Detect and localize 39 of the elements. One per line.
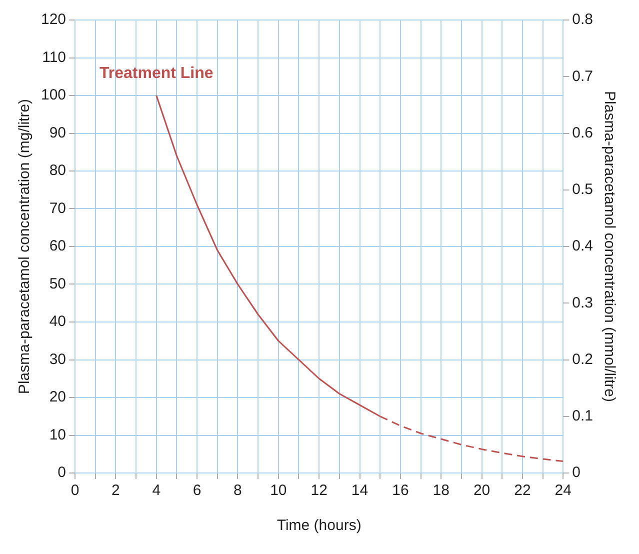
x-tick-label: 16 bbox=[392, 482, 409, 500]
x-tick-label: 10 bbox=[270, 482, 287, 500]
y-tick-label: 120 bbox=[40, 11, 66, 28]
x-tick-label: 18 bbox=[432, 482, 450, 500]
x-tick-label: 20 bbox=[473, 482, 490, 500]
y2-tick-label: 0.5 bbox=[572, 181, 594, 198]
y-tick-label: 70 bbox=[49, 200, 66, 217]
x-tick-label: 4 bbox=[152, 482, 161, 500]
y-tick-label: 100 bbox=[40, 86, 66, 104]
y-tick-label: 50 bbox=[49, 275, 66, 292]
annotation: Treatment Line bbox=[99, 64, 214, 82]
y-tick-label: 10 bbox=[49, 426, 66, 444]
y2-axis-title: Plasma-paracetamol concentration (mmol/litre) bbox=[600, 91, 618, 402]
x-tick-label: 0 bbox=[70, 482, 80, 500]
y-tick-label: 20 bbox=[49, 388, 66, 406]
x-tick-label: 22 bbox=[514, 482, 531, 500]
y2-tick-label: 0 bbox=[572, 464, 580, 482]
y2-tick-label: 0.2 bbox=[572, 350, 594, 368]
y2-tick-label: 0.3 bbox=[572, 294, 594, 312]
y2-tick-label: 0.7 bbox=[572, 68, 594, 85]
y-tick-label: 40 bbox=[49, 313, 66, 330]
y2-tick-label: 0.1 bbox=[572, 408, 594, 425]
y2-tick-label: 0.4 bbox=[572, 238, 594, 255]
x-tick-label: 2 bbox=[112, 482, 120, 500]
x-tick-label: 12 bbox=[310, 482, 328, 500]
y-tick-label: 110 bbox=[42, 48, 66, 66]
x-tick-label: 14 bbox=[351, 482, 368, 500]
x-tick-label: 8 bbox=[234, 482, 242, 500]
y2-tick-label: 0.6 bbox=[572, 124, 594, 142]
y-tick-label: 0 bbox=[58, 464, 66, 482]
y-tick-label: 30 bbox=[49, 350, 66, 368]
y-axis-title: Plasma-paracetamol concentration (mg/litre) bbox=[16, 98, 34, 394]
x-tick-label: 24 bbox=[554, 482, 572, 500]
y2-tick-label: 0.8 bbox=[572, 11, 594, 28]
y-tick-label: 60 bbox=[49, 238, 66, 255]
y-tick-label: 90 bbox=[49, 124, 66, 142]
y-tick-label: 80 bbox=[49, 162, 66, 180]
x-axis-title: Time (hours) bbox=[276, 517, 362, 534]
x-tick-label: 6 bbox=[192, 482, 202, 500]
